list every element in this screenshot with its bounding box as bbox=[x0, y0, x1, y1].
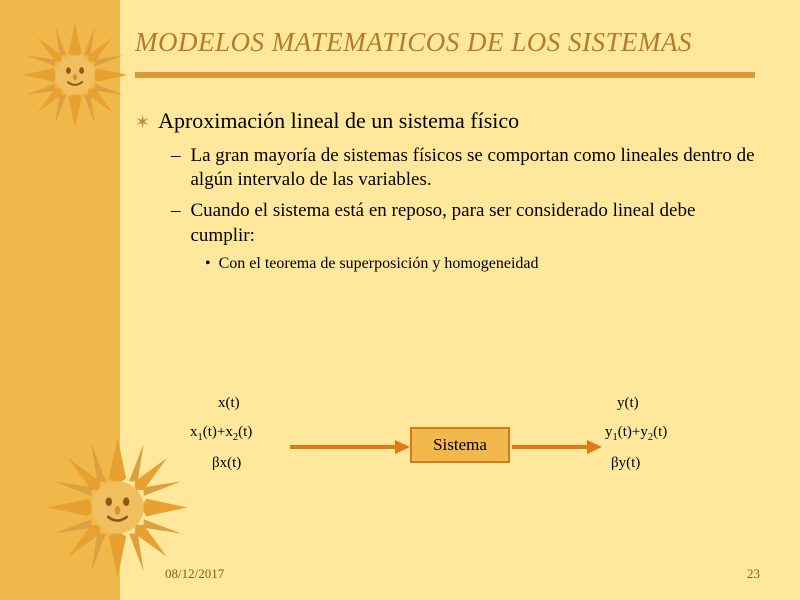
input-label-mid: x1(t)+x2(t) bbox=[190, 424, 252, 443]
content-area: MODELOS MATEMATICOS DE LOS SISTEMAS ✶ Ap… bbox=[135, 26, 760, 287]
output-label-bot: βy(t) bbox=[611, 455, 667, 472]
output-label-top: y(t) bbox=[617, 395, 667, 412]
dot-icon: • bbox=[205, 255, 211, 273]
input-label-top: x(t) bbox=[218, 395, 252, 412]
footer-date: 08/12/2017 bbox=[165, 566, 224, 582]
sub-bullet-1: – La gran mayoría de sistemas físicos se… bbox=[171, 144, 760, 193]
dash-icon: – bbox=[171, 199, 181, 248]
system-box: Sistema bbox=[410, 427, 510, 463]
system-box-label: Sistema bbox=[433, 435, 487, 455]
sub-bullet-1-text: La gran mayoría de sistemas físicos se c… bbox=[191, 144, 761, 193]
input-label-bot: βx(t) bbox=[212, 455, 252, 472]
diagram-output-labels: y(t) y1(t)+y2(t) βy(t) bbox=[605, 395, 667, 484]
sub-sub-bullet: • Con el teorema de superposición y homo… bbox=[205, 255, 760, 273]
diagram-input-labels: x(t) x1(t)+x2(t) βx(t) bbox=[190, 395, 252, 484]
sub-sub-bullet-text: Con el teorema de superposición y homoge… bbox=[219, 255, 539, 273]
sun-decoration-top bbox=[20, 20, 130, 130]
star-bullet-icon: ✶ bbox=[135, 112, 150, 133]
title-separator bbox=[135, 72, 755, 78]
arrow-in-icon bbox=[290, 437, 410, 457]
sub-bullet-2-text: Cuando el sistema está en reposo, para s… bbox=[191, 199, 761, 248]
output-label-mid: y1(t)+y2(t) bbox=[605, 424, 667, 443]
main-bullet-text: Aproximación lineal de un sistema físico bbox=[158, 108, 519, 134]
slide-title: MODELOS MATEMATICOS DE LOS SISTEMAS bbox=[135, 26, 760, 60]
system-diagram: x(t) x1(t)+x2(t) βx(t) Sistema y(t) y1(t… bbox=[180, 395, 740, 510]
main-bullet-row: ✶ Aproximación lineal de un sistema físi… bbox=[135, 108, 760, 134]
sub-bullet-2: – Cuando el sistema está en reposo, para… bbox=[171, 199, 760, 248]
footer-page-number: 23 bbox=[747, 566, 760, 582]
arrow-out-icon bbox=[512, 437, 602, 457]
dash-icon: – bbox=[171, 144, 181, 193]
sun-decoration-bottom bbox=[45, 435, 190, 580]
